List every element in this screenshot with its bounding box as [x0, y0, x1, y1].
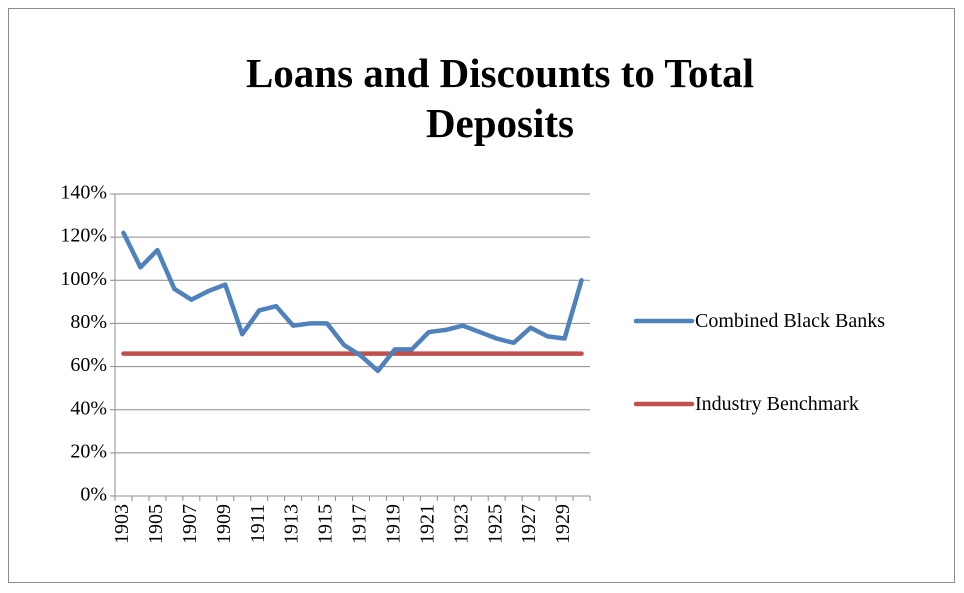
x-tick-label: 1905: [145, 504, 167, 544]
y-tick-label: 80%: [70, 311, 107, 333]
legend-label: Industry Benchmark: [695, 393, 859, 415]
x-tick-label: 1917: [349, 504, 371, 544]
x-tick-label: 1913: [281, 504, 303, 544]
x-tick-label: 1921: [416, 504, 438, 544]
y-tick-label: 60%: [70, 354, 107, 376]
legend-label: Combined Black Banks: [695, 310, 885, 332]
x-tick-label: 1907: [179, 504, 201, 544]
x-tick-label: 1911: [247, 504, 269, 543]
y-tick-label: 120%: [60, 225, 107, 247]
y-tick-label: 140%: [60, 182, 107, 204]
y-tick-label: 40%: [70, 397, 107, 419]
x-tick-label: 1929: [552, 504, 574, 544]
x-tick-label: 1903: [111, 504, 133, 544]
x-tick-label: 1925: [484, 504, 506, 544]
y-tick-label: 0%: [80, 484, 107, 506]
y-tick-label: 100%: [60, 268, 107, 290]
x-tick-label: 1915: [315, 504, 337, 544]
chart-border: [8, 8, 955, 583]
x-tick-label: 1923: [450, 504, 472, 544]
x-tick-label: 1909: [213, 504, 235, 544]
y-tick-label: 20%: [70, 440, 107, 462]
series-line: [121, 230, 584, 374]
x-tick-label: 1919: [383, 504, 405, 544]
chart-title: Loans and Discounts to Total Deposits: [245, 50, 755, 146]
x-tick-label: 1927: [518, 504, 540, 544]
